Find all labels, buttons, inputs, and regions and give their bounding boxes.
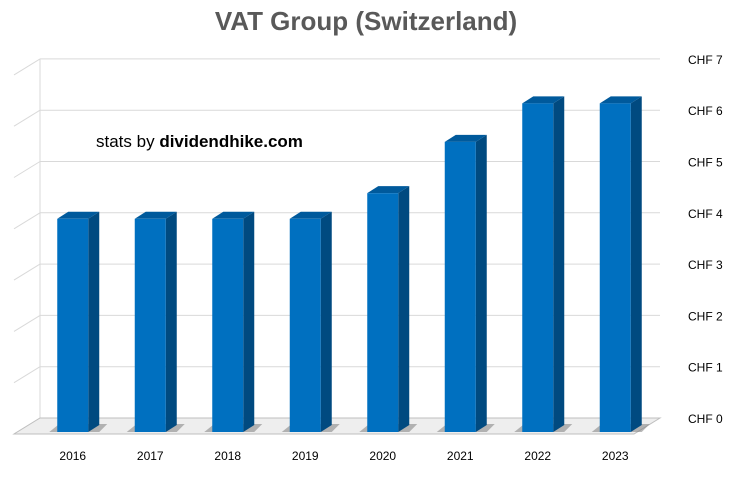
x-tick-label: 2016 <box>59 449 86 463</box>
bar-side <box>88 211 100 432</box>
bar-side <box>553 96 565 432</box>
source-annotation: stats by dividendhike.com <box>96 132 303 151</box>
gridline-depth <box>13 212 41 230</box>
bar-top <box>599 96 642 104</box>
bar-front <box>289 218 321 432</box>
x-tick-label: 2019 <box>292 449 319 463</box>
bar-top <box>367 186 410 194</box>
x-tick-label: 2021 <box>447 449 474 463</box>
bar-side <box>398 186 410 432</box>
bar-2022 <box>514 96 573 432</box>
bar-top <box>212 211 255 219</box>
bar-front <box>522 103 554 432</box>
bar-front <box>599 103 631 432</box>
x-tick-label: 2018 <box>214 449 241 463</box>
gridline-depth <box>13 161 41 178</box>
bar-2020 <box>359 186 418 432</box>
bar-top <box>134 211 177 219</box>
gridline-depth <box>13 58 41 76</box>
bar-2018 <box>204 211 263 432</box>
y-tick-label: CHF 3 <box>688 258 723 272</box>
bar-side <box>165 211 177 432</box>
bar-top <box>57 211 100 219</box>
source-prefix: stats by <box>96 132 159 151</box>
x-tick-label: 2022 <box>524 449 551 463</box>
bar-front <box>444 141 476 432</box>
bar-side <box>475 134 487 432</box>
bar-2023 <box>591 96 650 432</box>
bar-2017 <box>126 211 185 432</box>
bar-front <box>367 193 399 432</box>
y-tick-label: CHF 6 <box>688 104 723 118</box>
bar-top <box>289 211 332 219</box>
y-tick-label: CHF 0 <box>688 412 723 426</box>
bar-top <box>522 96 565 104</box>
x-axis-tick-labels: 2016 2017 2018 2019 2020 2021 2022 2023 <box>59 449 629 463</box>
bar-top <box>444 134 487 142</box>
x-tick-label: 2017 <box>137 449 164 463</box>
gridline-depth <box>13 109 41 127</box>
y-axis-tick-labels: CHF 0 CHF 1 CHF 2 CHF 3 CHF 4 CHF 5 CHF 6 CHF 7 <box>688 53 723 426</box>
bar-2019 <box>281 211 340 432</box>
x-tick-label: 2020 <box>369 449 396 463</box>
bar-side <box>320 211 332 432</box>
y-tick-label: CHF 1 <box>688 361 723 375</box>
y-tick-label: CHF 7 <box>688 53 723 67</box>
x-tick-label: 2023 <box>602 449 629 463</box>
bars <box>49 96 650 432</box>
gridline-depth <box>13 314 41 332</box>
gridline-depth <box>13 366 41 384</box>
bar-2016 <box>49 211 108 432</box>
bar-2021 <box>436 134 495 432</box>
y-tick-label: CHF 2 <box>688 309 723 323</box>
bar-front <box>57 218 89 432</box>
bar-side <box>243 211 255 432</box>
source-site: dividendhike.com <box>159 132 303 151</box>
y-tick-label: CHF 5 <box>688 156 723 170</box>
chart-title: VAT Group (Switzerland) <box>215 6 517 36</box>
y-tick-label: CHF 4 <box>688 207 723 221</box>
bar-front <box>134 218 166 432</box>
bar-front <box>212 218 244 432</box>
bar-side <box>630 96 642 432</box>
gridline-depth <box>13 263 41 281</box>
